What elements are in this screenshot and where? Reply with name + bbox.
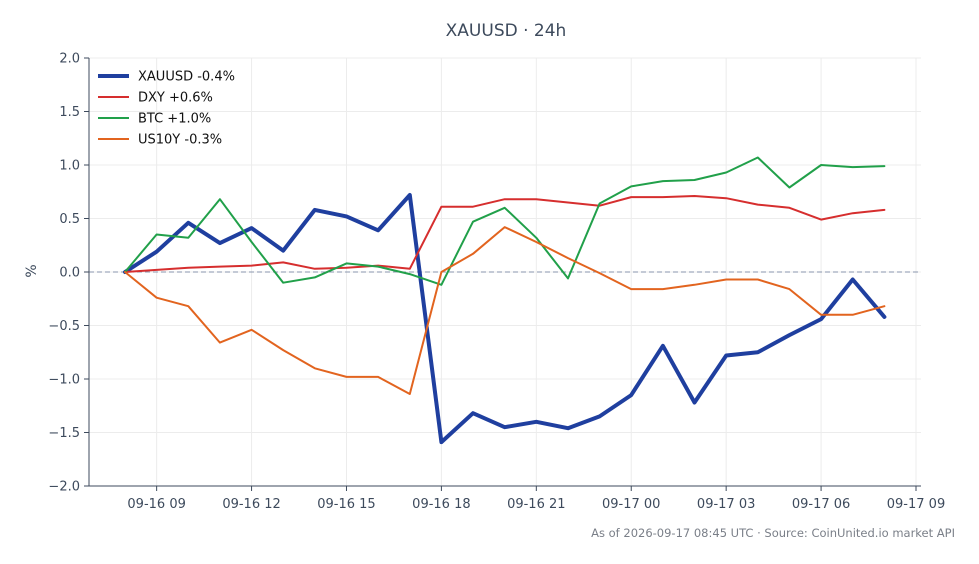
y-tick-label: 0.0 — [59, 266, 80, 281]
source-footer: As of 2026-09-17 08:45 UTC · Source: Coi… — [591, 526, 955, 540]
series-lines — [123, 156, 887, 445]
series-line-3 — [124, 226, 886, 395]
legend-label-0: XAUUSD -0.4% — [138, 70, 235, 85]
x-tick-label: 09-16 12 — [222, 497, 280, 512]
x-tick-label: 09-17 03 — [697, 497, 755, 512]
x-tick-label: 09-16 21 — [507, 497, 565, 512]
y-tick-labels: 2.0 1.5 1.0 0.5 0.0 −0.5 −1.0 −1.5 −2.0 — [48, 52, 80, 495]
chart-title: XAUUSD · 24h — [446, 21, 567, 41]
y-tick-label: −1.0 — [48, 373, 80, 388]
y-tick-label: 0.5 — [59, 212, 80, 227]
x-tick-labels: 09-16 09 09-16 12 09-16 15 09-16 18 09-16 21… — [127, 497, 945, 512]
y-axis-label: % — [24, 264, 40, 277]
x-tick-label: 09-16 09 — [127, 497, 185, 512]
x-tick-label: 09-17 00 — [602, 497, 660, 512]
legend-label-3: US10Y -0.3% — [138, 133, 222, 148]
x-tick-label: 09-17 06 — [792, 497, 850, 512]
axes — [84, 57, 921, 491]
y-tick-label: 1.0 — [59, 159, 80, 174]
y-tick-label: 2.0 — [59, 52, 80, 67]
y-tick-label: −2.0 — [48, 480, 80, 495]
series-line-0 — [123, 193, 887, 445]
y-tick-label: 1.5 — [59, 105, 80, 120]
x-tick-label: 09-16 15 — [317, 497, 375, 512]
y-tick-label: −0.5 — [48, 319, 80, 334]
legend-label-2: BTC +1.0% — [138, 112, 211, 127]
x-tick-label: 09-17 09 — [887, 497, 945, 512]
legend-label-1: DXY +0.6% — [138, 91, 213, 106]
x-tick-label: 09-16 18 — [412, 497, 470, 512]
series-line-1 — [124, 195, 886, 273]
series-line-2 — [124, 156, 886, 286]
legend: XAUUSD -0.4% DXY +0.6% BTC +1.0% US10Y -0.3… — [98, 70, 235, 148]
y-tick-label: −1.5 — [48, 426, 80, 441]
